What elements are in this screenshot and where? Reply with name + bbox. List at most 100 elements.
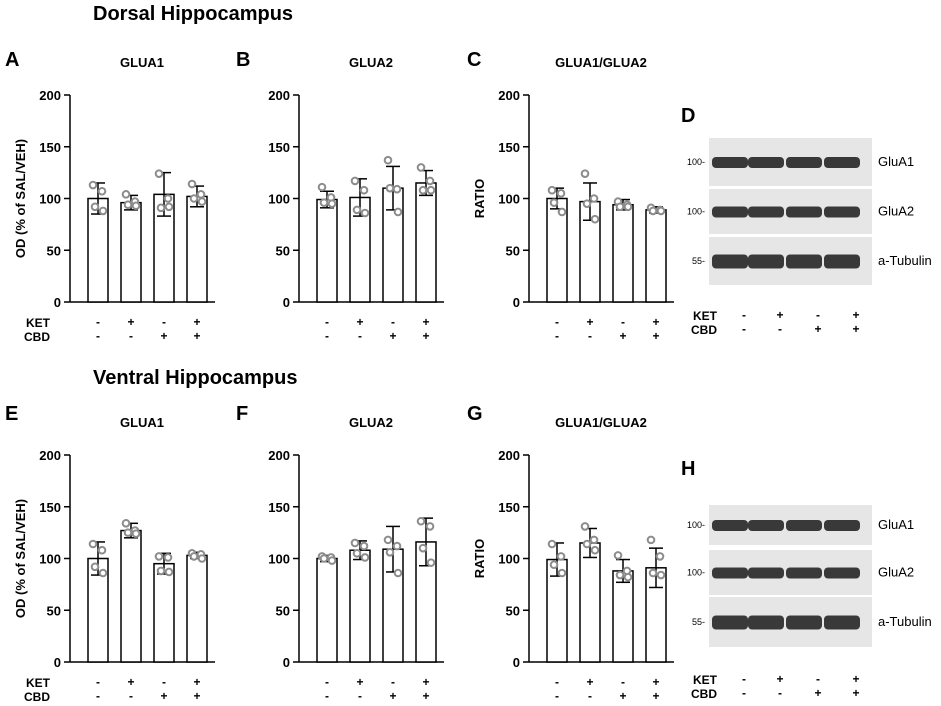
treatment-sign: + <box>356 315 363 329</box>
y-tick-label: 0 <box>513 295 520 310</box>
panel-letter-h: H <box>681 458 695 480</box>
bar <box>645 209 667 303</box>
data-point <box>97 186 107 196</box>
treatment-sign: - <box>325 675 329 689</box>
bar <box>186 554 208 663</box>
bar <box>316 557 338 663</box>
blot-treatment-sign: - <box>742 322 746 336</box>
blot-treatment-sign: - <box>816 308 820 322</box>
data-point <box>385 183 395 193</box>
data-point <box>655 552 665 561</box>
blot-band <box>824 206 860 218</box>
blot-treatment-sign: - <box>742 308 746 322</box>
data-point <box>547 539 557 549</box>
blot-treatment-label-ket: KET <box>693 309 718 323</box>
treatment-sign: + <box>389 329 396 343</box>
treatment-sign: + <box>422 675 429 689</box>
molecular-weight-marker: 55- <box>692 617 705 627</box>
chart-title: GLUA1/GLUA2 <box>555 415 647 430</box>
data-point <box>589 535 599 545</box>
y-tick-label: 50 <box>276 243 290 258</box>
y-tick-label: 0 <box>283 655 290 670</box>
data-point <box>154 169 164 178</box>
y-tick-label: 200 <box>268 88 290 103</box>
data-point <box>360 553 370 562</box>
data-point <box>425 522 435 531</box>
treatment-sign: + <box>652 315 659 329</box>
data-point <box>319 554 329 563</box>
treatment-sign: + <box>193 329 200 343</box>
data-point <box>196 190 206 199</box>
treatment-sign: + <box>127 315 134 329</box>
blot-band <box>786 615 822 630</box>
treatment-sign: - <box>555 675 559 689</box>
blot-band <box>786 520 822 531</box>
treatment-sign: - <box>129 689 133 703</box>
treatment-sign: - <box>162 675 166 689</box>
blot-treatment-sign: + <box>852 686 859 700</box>
data-point <box>557 568 567 578</box>
treatment-sign: + <box>619 689 626 703</box>
data-point <box>156 566 166 576</box>
blot-band <box>824 520 860 531</box>
data-point <box>416 516 426 526</box>
data-point <box>580 522 590 531</box>
y-tick-label: 100 <box>39 552 61 567</box>
y-tick-label: 50 <box>506 243 520 258</box>
blot-treatment-sign: - <box>816 672 820 686</box>
data-point <box>327 556 337 565</box>
data-point <box>615 570 625 580</box>
data-point <box>164 567 174 577</box>
bar <box>316 198 338 303</box>
treatment-sign: + <box>193 689 200 703</box>
data-point <box>97 545 107 555</box>
blot-treatment-sign: + <box>852 672 859 686</box>
data-point <box>187 179 197 189</box>
panel-letter-b: B <box>236 49 250 71</box>
panel-letter-a: A <box>5 49 19 71</box>
y-tick-label: 100 <box>268 192 290 207</box>
treatment-sign: - <box>358 329 362 343</box>
treatment-sign: + <box>652 329 659 343</box>
treatment-sign: - <box>325 315 329 329</box>
data-point <box>556 189 566 198</box>
data-point <box>426 185 436 195</box>
blot-band <box>712 615 748 630</box>
y-tick-label: 100 <box>268 552 290 567</box>
y-tick-label: 0 <box>54 655 61 670</box>
data-point <box>385 547 395 557</box>
data-point <box>582 199 592 208</box>
data-point <box>154 552 164 561</box>
y-tick-label: 200 <box>498 88 520 103</box>
blot-treatment-label-cbd: CBD <box>691 323 717 337</box>
y-tick-label: 200 <box>39 88 61 103</box>
treatment-sign: - <box>96 329 100 343</box>
chart-title: GLUA1/GLUA2 <box>555 55 647 70</box>
data-point <box>131 201 141 211</box>
data-point <box>392 541 402 551</box>
data-point <box>350 538 360 548</box>
chart-title: GLUA1 <box>120 415 164 430</box>
blot-treatment-sign: + <box>776 672 783 686</box>
data-point <box>549 198 559 207</box>
y-tick-label: 150 <box>39 140 61 155</box>
data-point <box>557 207 567 217</box>
treatment-sign: + <box>422 689 429 703</box>
data-point <box>426 558 436 567</box>
molecular-weight-marker: 100- <box>687 207 705 217</box>
data-point <box>164 202 174 212</box>
treatment-label-ket: KET <box>26 316 51 330</box>
blot-treatment-sign: + <box>814 322 821 336</box>
data-point <box>646 535 656 545</box>
treatment-sign: + <box>652 689 659 703</box>
data-point <box>549 560 559 570</box>
blot-treatment-label-cbd: CBD <box>691 687 717 701</box>
treatment-label-cbd: CBD <box>24 330 50 344</box>
blot-protein-label: a-Tubulin <box>878 614 932 629</box>
bar <box>579 542 601 663</box>
